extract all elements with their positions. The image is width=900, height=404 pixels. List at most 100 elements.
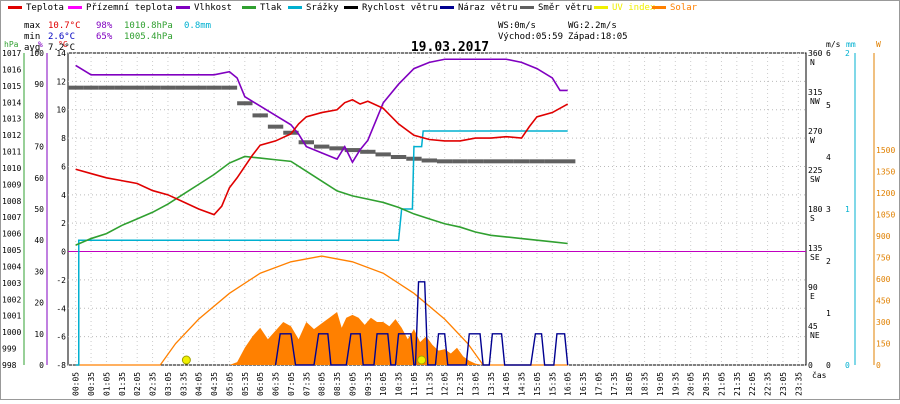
direction-mark-9 — [206, 85, 222, 90]
direction-mark-18 — [344, 148, 361, 153]
tick-humidity-3: 70 — [34, 143, 44, 152]
tick-direction-compass-7: NE — [810, 331, 820, 340]
tick-wind-1: 5 — [826, 101, 831, 110]
uv-point-1 — [417, 355, 427, 365]
stat-press-min: 1005.4hPa — [124, 32, 173, 42]
legend-label-8: UV index — [612, 3, 656, 13]
tick-humidity-4: 60 — [34, 174, 44, 183]
tick-x-38: 19:05 — [656, 372, 665, 396]
tick-x-4: 02:05 — [133, 372, 142, 396]
legend-swatch-8 — [594, 6, 608, 9]
tick-direction-compass-6: E — [810, 292, 815, 301]
tick-x-19: 09:35 — [364, 372, 373, 396]
tick-x-41: 20:35 — [702, 372, 711, 396]
tick-solar-4: 900 — [876, 232, 891, 241]
direction-mark-7 — [175, 85, 191, 90]
direction-mark-12 — [252, 113, 268, 118]
tick-solar-7: 450 — [876, 297, 891, 306]
tick-rain-0: 2 — [845, 49, 850, 58]
solar-theory-line — [75, 255, 568, 366]
legend-swatch-7 — [520, 6, 534, 9]
stats-block: max 10.7°C 98% 1010.8hPa 0.8mm min 2.6°C… — [24, 21, 628, 53]
stat-temp-max: 10.7°C — [48, 21, 81, 31]
legend-label-4: Srážky — [306, 3, 339, 13]
tick-direction-compass-3: SW — [810, 175, 820, 184]
tick-x-14: 07:05 — [287, 372, 296, 396]
direction-mark-26 — [467, 159, 484, 164]
tick-x-33: 16:35 — [579, 372, 588, 396]
tick-pressure-11: 1006 — [2, 230, 21, 239]
tick-x-35: 17:35 — [610, 372, 619, 396]
tick-direction-compass-0: N — [810, 58, 815, 67]
tick-x-46: 23:05 — [779, 372, 788, 396]
direction-mark-15 — [298, 140, 314, 145]
tick-direction-0: 360 — [808, 49, 823, 58]
tick-pressure-1: 1016 — [2, 65, 21, 74]
legend-swatch-9 — [652, 6, 666, 9]
tick-temperature-1: 12 — [56, 77, 66, 86]
tick-pressure-10: 1007 — [2, 213, 21, 222]
tick-wind-4: 2 — [826, 257, 831, 266]
tick-x-17: 08:35 — [333, 372, 342, 396]
tick-direction-compass-4: S — [810, 214, 815, 223]
tick-solar-9: 150 — [876, 340, 891, 349]
tick-x-7: 03:35 — [179, 372, 188, 396]
tick-solar-2: 1200 — [876, 189, 895, 198]
sunset-info: Západ:18:05 — [568, 32, 628, 42]
tick-x-37: 18:35 — [641, 372, 650, 396]
tick-temperature-9: -4 — [56, 304, 66, 313]
tick-x-10: 05:05 — [225, 372, 234, 396]
tick-pressure-15: 1002 — [2, 295, 21, 304]
tick-humidity-8: 20 — [34, 299, 44, 308]
legend-label-7: Směr větru — [538, 3, 592, 13]
direction-mark-0 — [68, 85, 84, 90]
direction-mark-23 — [421, 158, 437, 163]
tick-wind-5: 1 — [826, 309, 831, 318]
direction-mark-2 — [98, 85, 115, 90]
tick-x-45: 22:35 — [764, 372, 773, 396]
tick-x-42: 21:05 — [717, 372, 726, 396]
legend-label-5: Rychlost větru — [362, 3, 438, 13]
tick-temperature-11: -8 — [56, 361, 66, 370]
tick-wind-3: 3 — [826, 205, 831, 214]
tick-x-30: 15:05 — [533, 372, 542, 396]
tick-direction-compass-2: W — [810, 136, 815, 145]
legend-label-9: Solar — [670, 3, 698, 13]
tick-x-43: 21:35 — [733, 372, 742, 396]
tick-temperature-4: 6 — [61, 162, 66, 171]
stat-hum-min: 65% — [96, 32, 113, 42]
tick-pressure-6: 1011 — [2, 148, 21, 157]
direction-mark-11 — [237, 101, 253, 106]
tick-x-12: 06:05 — [256, 372, 265, 396]
direction-mark-1 — [83, 85, 99, 90]
tick-x-11: 05:35 — [241, 372, 250, 396]
direction-mark-28 — [498, 159, 514, 164]
tick-temperature-10: -6 — [56, 333, 66, 342]
tick-pressure-16: 1001 — [2, 312, 21, 321]
tick-x-0: 00:05 — [72, 372, 81, 396]
stat-avg-label: avg — [24, 43, 40, 53]
tick-wind-2: 4 — [826, 153, 831, 162]
tick-x-8: 04:05 — [195, 372, 204, 396]
tick-x-39: 19:35 — [671, 372, 680, 396]
axis-unit-solar: W — [876, 40, 881, 49]
tick-x-15: 07:35 — [302, 372, 311, 396]
tick-temperature-3: 8 — [61, 134, 66, 143]
legend: Teplota Přízemní teplota Vlhkost Tlak Srážky… — [8, 3, 698, 13]
tick-temperature-0: 14 — [56, 49, 66, 58]
legend-swatch-0 — [8, 6, 22, 9]
x-axis-label: čas — [812, 370, 827, 380]
tick-solar-3: 1050 — [876, 211, 895, 220]
legend-swatch-5 — [344, 6, 358, 9]
direction-mark-19 — [360, 149, 376, 154]
legend-swatch-6 — [440, 6, 454, 9]
tick-pressure-7: 1010 — [2, 164, 21, 173]
tick-humidity-10: 0 — [39, 361, 44, 370]
axis-unit-humidity: % — [38, 40, 43, 49]
stat-max-label: max — [24, 21, 41, 31]
axis-unit-wind: m/s — [826, 40, 841, 49]
tick-x-27: 13:35 — [487, 372, 496, 396]
humidity-line — [75, 58, 568, 164]
tick-direction-2: 270 — [808, 127, 823, 136]
tick-x-34: 17:05 — [594, 372, 603, 396]
